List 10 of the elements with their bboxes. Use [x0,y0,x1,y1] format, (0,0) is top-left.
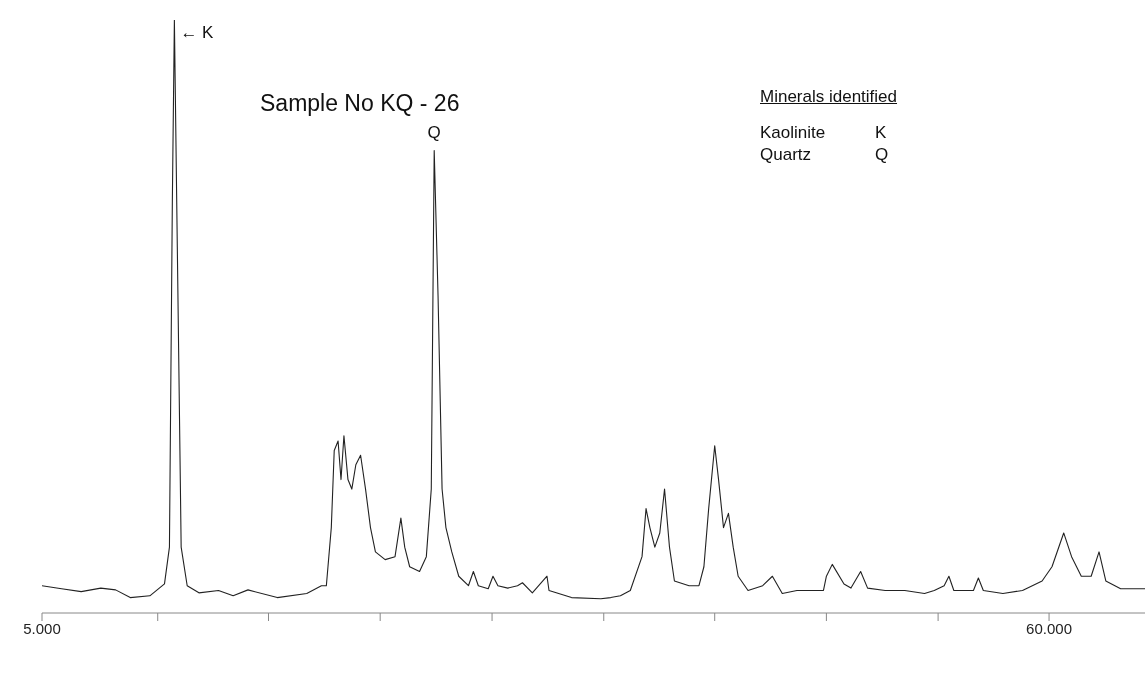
annotation: Q [427,123,441,143]
x-tick-label: 5.000 [23,619,61,637]
annotation: Quartz [760,144,813,166]
annotation: Minerals identified [760,86,898,108]
annotation: Kaolinite [760,122,827,144]
annotation: Q [875,144,889,166]
annotation: ← K [180,23,215,43]
x-tick-label: 60.000 [1026,619,1072,637]
annotation: K [875,122,887,144]
text: Sample No KQ - 26 [260,90,460,117]
